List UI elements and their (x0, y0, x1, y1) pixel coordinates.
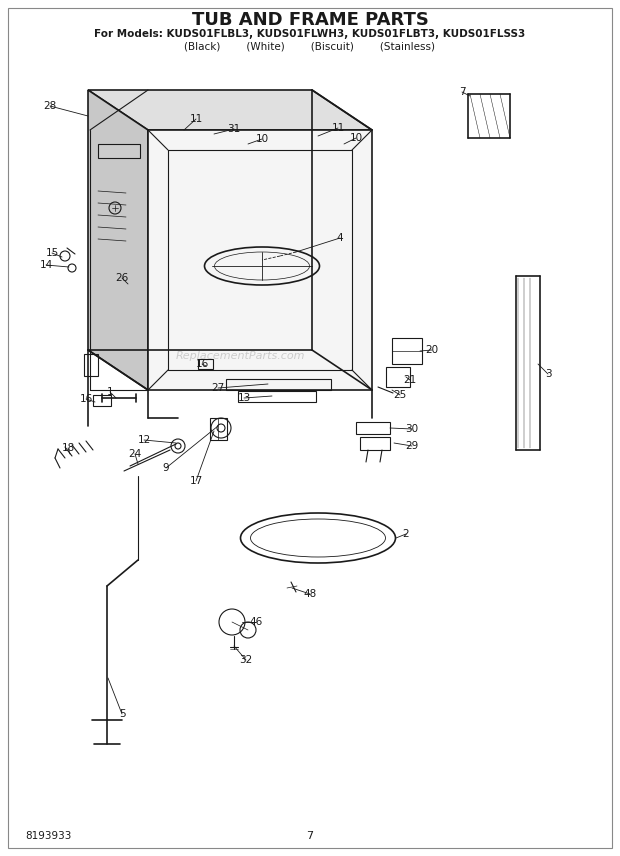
Text: 13: 13 (237, 393, 250, 403)
Text: 24: 24 (128, 449, 141, 459)
Text: 32: 32 (239, 655, 252, 665)
Bar (392, 338, 422, 364)
Bar (360, 437, 390, 450)
Text: 1: 1 (107, 387, 113, 397)
Text: 11: 11 (189, 114, 203, 124)
Text: 15: 15 (45, 248, 59, 258)
Text: TUB AND FRAME PARTS: TUB AND FRAME PARTS (192, 11, 428, 29)
Bar (198, 359, 213, 369)
Text: 46: 46 (249, 617, 263, 627)
Text: 18: 18 (61, 443, 74, 453)
Text: 31: 31 (228, 124, 241, 134)
Text: 30: 30 (405, 424, 419, 434)
Text: 10: 10 (255, 134, 268, 144)
Polygon shape (88, 90, 372, 130)
Text: 10: 10 (350, 133, 363, 143)
Text: 48: 48 (303, 589, 317, 599)
Bar (93, 395, 111, 406)
Bar (98, 144, 140, 158)
Text: 7: 7 (306, 831, 314, 841)
Bar (238, 391, 316, 402)
Text: 12: 12 (138, 435, 151, 445)
Text: 28: 28 (43, 101, 56, 111)
Text: 14: 14 (40, 260, 53, 270)
Text: ReplacementParts.com: ReplacementParts.com (175, 351, 305, 361)
Bar (226, 379, 331, 390)
Text: 8193933: 8193933 (25, 831, 71, 841)
Text: 11: 11 (331, 123, 345, 133)
Text: 4: 4 (337, 233, 343, 243)
Polygon shape (148, 130, 372, 390)
Text: 20: 20 (425, 345, 438, 355)
Text: 5: 5 (118, 709, 125, 719)
Text: (Black)        (White)        (Biscuit)        (Stainless): (Black) (White) (Biscuit) (Stainless) (185, 41, 435, 51)
Text: 29: 29 (405, 441, 419, 451)
Text: 7: 7 (459, 87, 466, 97)
Bar (84, 354, 98, 376)
Bar (356, 422, 390, 434)
Text: 16: 16 (195, 359, 208, 369)
Text: 16: 16 (79, 394, 92, 404)
Polygon shape (88, 90, 148, 390)
Bar (386, 367, 410, 387)
Bar (210, 418, 227, 440)
Text: 9: 9 (162, 463, 169, 473)
Text: 25: 25 (393, 390, 407, 400)
Text: 17: 17 (189, 476, 203, 486)
Text: 26: 26 (115, 273, 128, 283)
Text: 21: 21 (404, 375, 417, 385)
Text: 27: 27 (211, 383, 224, 393)
Text: 2: 2 (402, 529, 409, 539)
Text: For Models: KUDS01FLBL3, KUDS01FLWH3, KUDS01FLBT3, KUDS01FLSS3: For Models: KUDS01FLBL3, KUDS01FLWH3, KU… (94, 29, 526, 39)
Text: 3: 3 (545, 369, 551, 379)
